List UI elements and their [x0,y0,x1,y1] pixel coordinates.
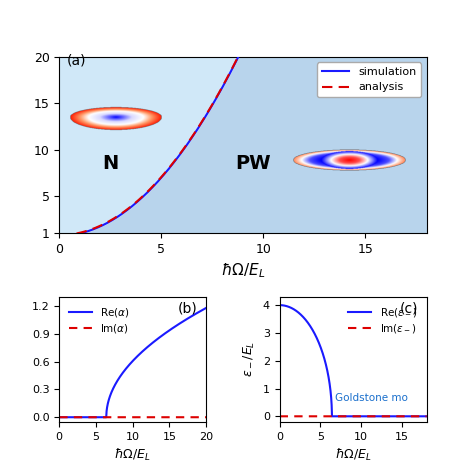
Legend: Re($\alpha$), Im($\alpha$): Re($\alpha$), Im($\alpha$) [64,302,134,339]
Re($\epsilon_-$) [345,413,350,419]
Im($\epsilon_-$) [392,413,398,419]
Re($\alpha$) [128,360,134,366]
Text: Goldstone mo: Goldstone mo [335,393,408,403]
Re($\epsilon_-$) [392,413,398,419]
Text: N: N [102,154,118,173]
Re($\alpha$) [199,308,205,313]
Re($\epsilon_-$) [329,413,335,419]
X-axis label: $\hbar\Omega/E_L$: $\hbar\Omega/E_L$ [221,262,265,281]
Im($\epsilon_-$) [424,413,429,419]
Im($\alpha$) [64,414,70,420]
Re($\epsilon_-$) [424,413,429,419]
Line: Re($\epsilon_-$): Re($\epsilon_-$) [280,305,427,416]
Im($\alpha$) [128,414,134,420]
Im($\alpha$) [124,414,130,420]
Im($\epsilon_-$) [345,413,350,419]
Im($\epsilon_-$) [419,413,425,419]
Im($\alpha$) [199,414,205,420]
Re($\alpha$) [172,324,178,329]
Legend: Re($\epsilon_-$), Im($\epsilon_-$): Re($\epsilon_-$), Im($\epsilon_-$) [344,302,421,339]
Re($\epsilon_-$) [419,413,425,419]
X-axis label: $\hbar\Omega/E_L$: $\hbar\Omega/E_L$ [335,447,372,463]
Re($\alpha$) [199,308,205,313]
Re($\epsilon_-$) [277,302,283,308]
Re($\epsilon_-$) [348,413,354,419]
Im($\epsilon_-$) [419,413,425,419]
Im($\epsilon_-$) [284,413,290,419]
Im($\epsilon_-$) [277,413,283,419]
Legend: simulation, analysis: simulation, analysis [317,63,421,97]
X-axis label: $\hbar\Omega/E_L$: $\hbar\Omega/E_L$ [114,447,151,463]
Text: (c): (c) [399,302,418,316]
Im($\alpha$) [56,414,62,420]
Im($\epsilon_-$) [348,413,354,419]
Text: PW: PW [235,154,271,173]
Im($\alpha$) [199,414,205,420]
Text: (a): (a) [67,53,87,67]
Re($\alpha$) [124,365,130,371]
Line: Re($\alpha$): Re($\alpha$) [59,308,206,417]
Y-axis label: $\epsilon_-/E_L$: $\epsilon_-/E_L$ [242,341,257,377]
Re($\alpha$) [64,414,70,420]
Re($\epsilon_-$) [419,413,425,419]
Text: (b): (b) [178,302,197,316]
Im($\alpha$) [172,414,178,420]
Re($\alpha$) [56,414,62,420]
Im($\alpha$) [203,414,209,420]
Re($\epsilon_-$) [284,303,290,309]
Re($\alpha$) [203,305,209,311]
